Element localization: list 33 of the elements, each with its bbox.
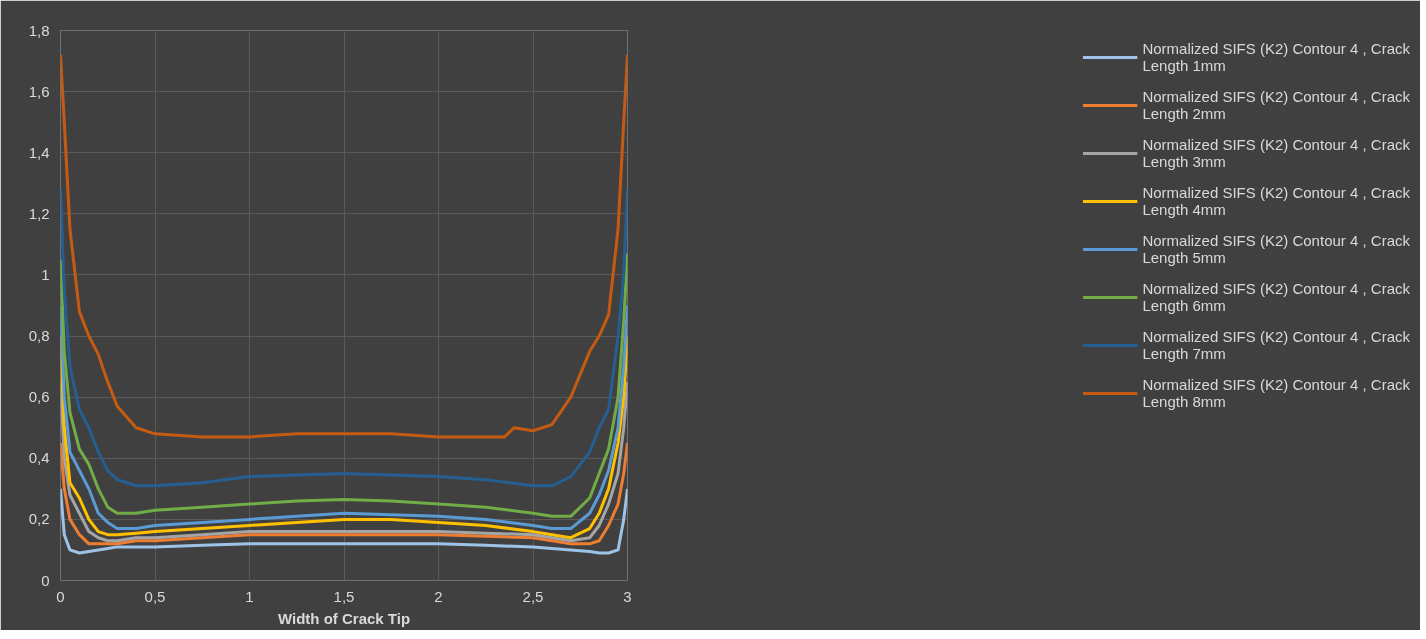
x-tick-label: 1,5 [333, 587, 355, 605]
legend-label: Normalized SIFS (K2) Contour 4 , Crack Length 8mm [1142, 376, 1410, 410]
line-series [60, 441, 628, 546]
legend-label: Normalized SIFS (K2) Contour 4 , Crack Length 6mm [1142, 280, 1410, 314]
x-tick-label: 0,5 [144, 587, 166, 605]
x-axis-title: Width of Crack Tip [277, 609, 411, 627]
legend-label: Normalized SIFS (K2) Contour 4 , Crack Length 1mm [1142, 40, 1410, 74]
y-tick-label: 1,4 [28, 143, 50, 161]
y-tick-label: 1,8 [28, 21, 50, 39]
x-tick-label: 1 [245, 587, 254, 605]
line-series [60, 252, 628, 518]
y-tick-label: 1,2 [28, 204, 50, 222]
x-tick-label: 2,5 [522, 587, 544, 605]
y-tick-label: 0 [41, 571, 50, 589]
y-tick-label: 0,8 [28, 327, 50, 345]
line-series [60, 380, 628, 543]
y-tick-label: 0,6 [28, 388, 50, 406]
x-tick-label: 2 [434, 587, 443, 605]
legend-label: Normalized SIFS (K2) Contour 4 , Crack Length 2mm [1142, 88, 1410, 122]
legend-label: Normalized SIFS (K2) Contour 4 , Crack Length 5mm [1142, 232, 1410, 266]
y-tick-label: 1 [41, 265, 50, 283]
line-series [60, 53, 628, 439]
legend-label: Normalized SIFS (K2) Contour 4 , Crack Length 4mm [1142, 184, 1410, 218]
x-tick-label: 3 [623, 587, 632, 605]
legend-label: Normalized SIFS (K2) Contour 4 , Crack Length 7mm [1142, 328, 1410, 362]
y-tick-label: 1,6 [28, 82, 50, 100]
line-series [60, 487, 628, 555]
line-series [60, 187, 628, 488]
y-tick-label: 0,2 [28, 510, 50, 528]
legend-label: Normalized SIFS (K2) Contour 4 , Crack Length 3mm [1142, 136, 1410, 170]
line-series [60, 304, 628, 531]
x-tick-label: 0 [56, 587, 65, 605]
y-tick-label: 0,4 [28, 449, 50, 467]
